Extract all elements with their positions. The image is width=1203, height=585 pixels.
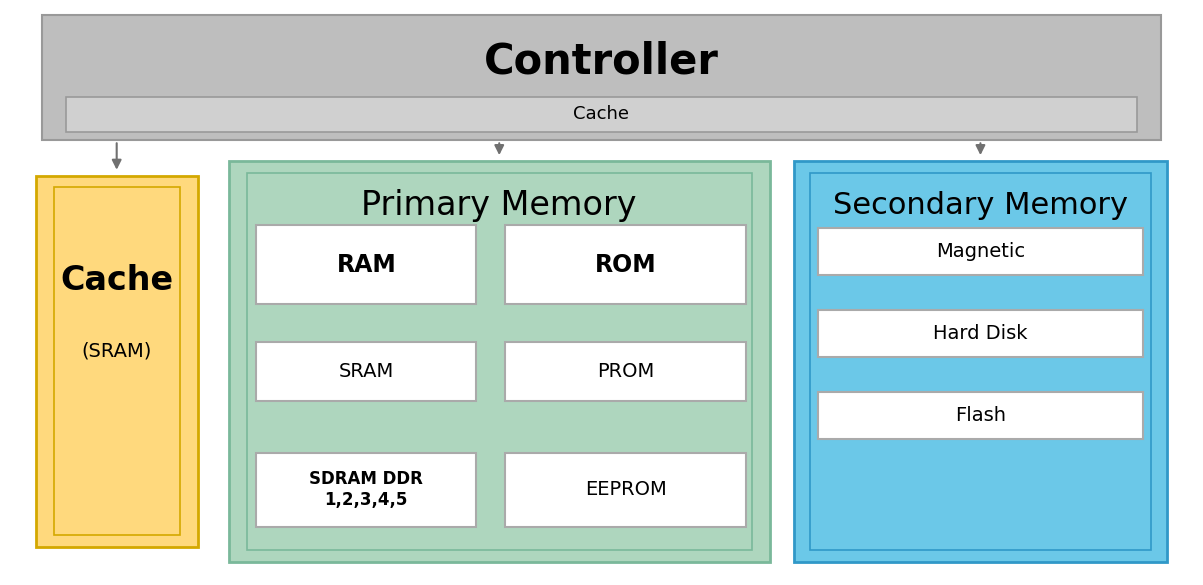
FancyBboxPatch shape — [505, 342, 746, 401]
FancyBboxPatch shape — [505, 225, 746, 304]
Text: PROM: PROM — [597, 362, 654, 381]
Text: Secondary Memory: Secondary Memory — [832, 191, 1128, 221]
Text: Controller: Controller — [484, 40, 719, 82]
Text: SDRAM DDR
1,2,3,4,5: SDRAM DDR 1,2,3,4,5 — [309, 470, 423, 509]
FancyBboxPatch shape — [229, 161, 770, 562]
FancyBboxPatch shape — [818, 228, 1143, 275]
FancyBboxPatch shape — [42, 15, 1161, 140]
Text: Hard Disk: Hard Disk — [934, 324, 1027, 343]
Text: Cache: Cache — [574, 105, 629, 123]
FancyBboxPatch shape — [36, 176, 198, 547]
FancyBboxPatch shape — [505, 453, 746, 526]
Text: Primary Memory: Primary Memory — [361, 190, 638, 222]
FancyBboxPatch shape — [54, 187, 180, 535]
Text: (SRAM): (SRAM) — [82, 342, 152, 360]
FancyBboxPatch shape — [256, 453, 476, 526]
Text: RAM: RAM — [337, 253, 396, 277]
FancyBboxPatch shape — [818, 310, 1143, 357]
Text: ROM: ROM — [594, 253, 657, 277]
Text: Cache: Cache — [60, 264, 173, 297]
FancyBboxPatch shape — [256, 225, 476, 304]
FancyBboxPatch shape — [66, 97, 1137, 132]
FancyBboxPatch shape — [818, 392, 1143, 439]
Text: Magnetic: Magnetic — [936, 242, 1025, 261]
Text: EEPROM: EEPROM — [585, 480, 666, 499]
FancyBboxPatch shape — [256, 342, 476, 401]
FancyBboxPatch shape — [247, 173, 752, 550]
FancyBboxPatch shape — [810, 173, 1151, 550]
FancyBboxPatch shape — [794, 161, 1167, 562]
Text: Flash: Flash — [955, 406, 1006, 425]
Text: SRAM: SRAM — [339, 362, 393, 381]
